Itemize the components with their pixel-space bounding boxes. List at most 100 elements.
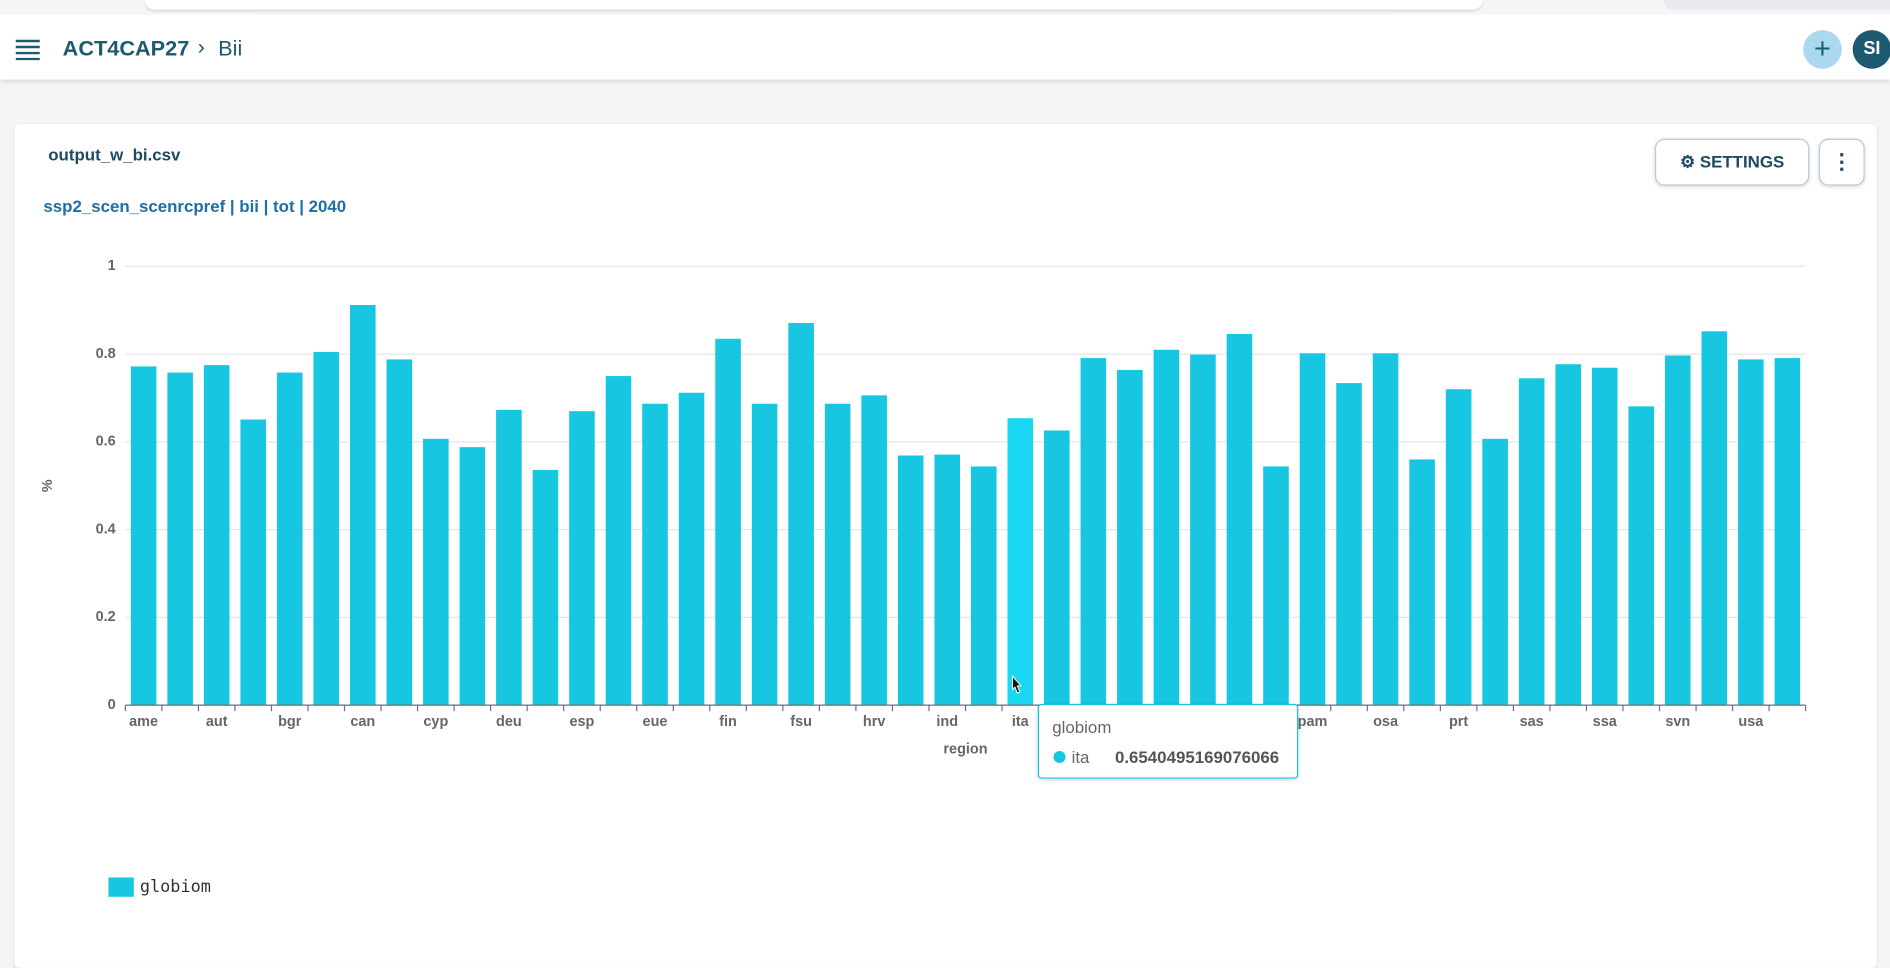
- tooltip-dot: [1053, 750, 1066, 763]
- more-button[interactable]: ⋮: [1818, 138, 1865, 186]
- bar: [1774, 358, 1801, 706]
- project-link[interactable]: ACT4CAP27: [62, 36, 190, 61]
- bar: [1555, 364, 1581, 706]
- x-tick-label: hrv: [863, 714, 886, 730]
- gear-icon: ⚙: [1679, 151, 1700, 172]
- bar: [1628, 406, 1655, 706]
- bar: [1263, 466, 1289, 706]
- bar: [203, 365, 230, 706]
- breadcrumb-sep: ›: [197, 34, 205, 60]
- y-tick-label: 1: [108, 258, 116, 274]
- bar: [1664, 355, 1691, 706]
- x-tick-label: ita: [1012, 714, 1030, 730]
- bar: [861, 395, 887, 706]
- x-tick-label: cyp: [423, 714, 448, 730]
- tooltip-value: 0.6540495169076066: [1114, 747, 1280, 767]
- top-strip-right: [1663, 0, 1890, 10]
- tooltip-series: globiom: [1052, 717, 1112, 737]
- bar: [313, 351, 340, 706]
- legend-label[interactable]: globiom: [139, 877, 211, 897]
- bar: [751, 403, 778, 706]
- y-tick-label: 0.4: [96, 521, 116, 537]
- x-tick-label: sas: [1520, 714, 1544, 730]
- bar: [1190, 354, 1216, 706]
- settings-label: SETTINGS: [1699, 151, 1785, 172]
- bar: [423, 438, 449, 706]
- x-tick-label: aut: [206, 714, 228, 730]
- x-tick-label: prt: [1449, 714, 1468, 730]
- bar: [1591, 367, 1618, 706]
- top-strip: [144, 0, 1483, 10]
- bar: [1080, 358, 1107, 706]
- chart: ssp2_scen_scenrcpref | bii | tot | 2040 …: [40, 197, 1807, 758]
- bar: [1336, 383, 1362, 706]
- bar: [1518, 378, 1545, 706]
- bar: [1153, 349, 1180, 706]
- bar: [1299, 353, 1326, 706]
- app-header: ACT4CAP27 › Bii + SI: [0, 14, 1890, 80]
- bar: [788, 322, 814, 706]
- tooltip: globiom ita 0.6540495169076066: [1037, 703, 1299, 779]
- x-tick-label: ssa: [1593, 714, 1618, 730]
- bar: [240, 419, 266, 706]
- bar: [386, 359, 413, 706]
- x-tick-label: can: [350, 714, 375, 730]
- x-tick-label: pam: [1298, 714, 1328, 730]
- bar: [1445, 389, 1472, 706]
- bar: [1117, 369, 1143, 706]
- bar: [934, 454, 961, 706]
- legend-swatch: [108, 877, 134, 897]
- bar: [496, 409, 522, 706]
- bar: [897, 455, 924, 706]
- y-tick-label: 0.8: [96, 346, 116, 362]
- bar: [1738, 359, 1764, 706]
- bar: [1226, 333, 1253, 706]
- bar: [715, 338, 741, 706]
- x-tick-label: osa: [1373, 714, 1399, 730]
- bar: [605, 376, 632, 706]
- bar: [1701, 331, 1728, 706]
- bar: [350, 304, 376, 706]
- x-tick-label: fsu: [790, 714, 812, 730]
- bar: [532, 469, 559, 706]
- x-tick-label: ind: [936, 714, 958, 730]
- y-tick-label: 0: [108, 697, 116, 713]
- x-tick-label: bgr: [278, 714, 302, 730]
- x-tick-label: svn: [1665, 714, 1690, 730]
- x-axis-label: region: [943, 742, 987, 758]
- x-tick-label: esp: [569, 714, 594, 730]
- x-tick-label: fin: [719, 714, 737, 730]
- page-name: Bii: [218, 36, 243, 61]
- x-tick-label: eue: [643, 714, 668, 730]
- x-tick-label: deu: [496, 714, 522, 730]
- avatar[interactable]: SI: [1852, 30, 1890, 69]
- bar: [1372, 353, 1399, 706]
- bar: [642, 403, 668, 706]
- settings-button[interactable]: ⚙ SETTINGS: [1654, 138, 1810, 186]
- y-axis-label: %: [40, 479, 56, 492]
- bar: [970, 466, 997, 706]
- y-tick-label: 0.6: [96, 434, 116, 450]
- y-tick-label: 0.2: [96, 609, 116, 625]
- bar: [276, 372, 303, 706]
- bar: [824, 403, 851, 706]
- bar: [459, 447, 486, 706]
- bar: [678, 392, 705, 706]
- tooltip-category: ita: [1071, 747, 1090, 767]
- x-tick-label: usa: [1738, 714, 1764, 730]
- bar: [569, 411, 595, 706]
- add-button[interactable]: +: [1803, 30, 1842, 69]
- bar: [1482, 438, 1508, 706]
- x-tick-label: ame: [129, 714, 158, 730]
- bar: [1044, 430, 1070, 706]
- bar: [167, 372, 193, 706]
- file-name: output_w_bi.csv: [48, 144, 181, 164]
- chart-title: ssp2_scen_scenrcpref | bii | tot | 2040: [43, 197, 346, 216]
- cursor: [1012, 674, 1023, 694]
- bar: [1409, 459, 1435, 706]
- bar: [130, 366, 157, 706]
- bar: [1007, 418, 1034, 706]
- menu-icon[interactable]: [15, 39, 43, 61]
